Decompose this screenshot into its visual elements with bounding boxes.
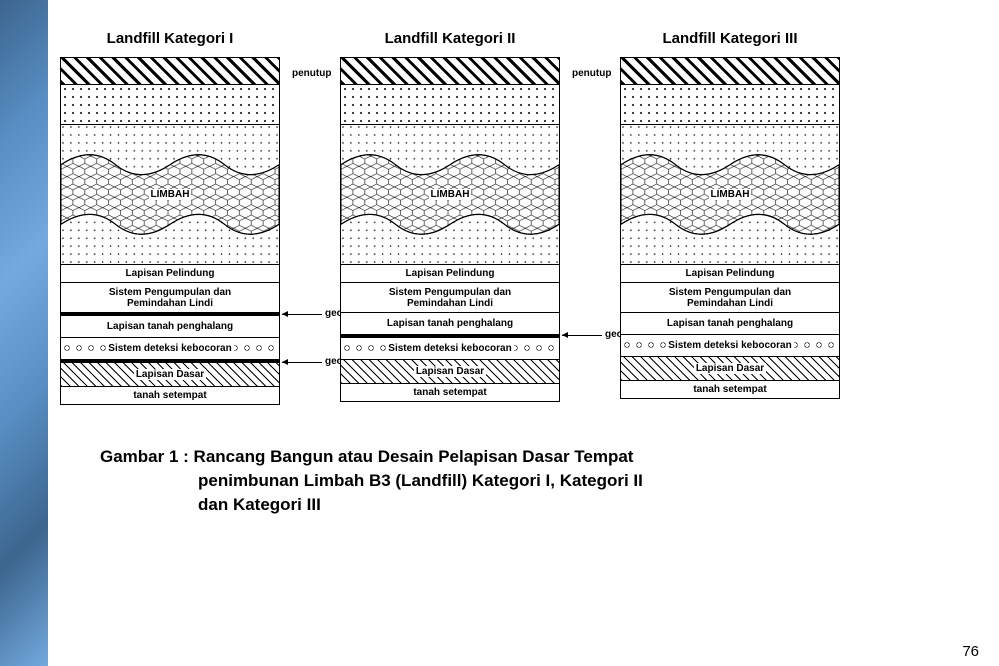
diagram-title-2: Landfill Kategori II: [385, 30, 516, 47]
layer-deteksi: Sistem deteksi kebocoran: [621, 334, 839, 356]
layer-dots-upper: [61, 84, 279, 124]
layer-limbah: LIMBAH: [341, 124, 559, 264]
layer-penutup: [621, 58, 839, 84]
landfill-stack-2: LIMBAH Lapisan Pelindung Sistem Pengumpu…: [340, 57, 560, 402]
limbah-label: LIMBAH: [709, 189, 752, 200]
side-decoration: [0, 0, 48, 666]
page-number: 76: [962, 643, 979, 660]
layer-limbah: LIMBAH: [61, 124, 279, 264]
diagram-col-3: Landfill Kategori III LIMBAH Lapisan Pel…: [620, 30, 840, 399]
annot-penutup-1: penutup: [292, 68, 331, 79]
landfill-stack-3: LIMBAH Lapisan Pelindung Sistem Pengumpu…: [620, 57, 840, 399]
diagram-title-3: Landfill Kategori III: [662, 30, 797, 47]
layer-penghalang: Lapisan tanah penghalang: [341, 312, 559, 334]
diagram-col-2: Landfill Kategori II LIMBAH Lapisan Peli…: [340, 30, 560, 402]
layer-penghalang: Lapisan tanah penghalang: [61, 315, 279, 337]
annot-penutup-2: penutup: [572, 68, 611, 79]
layer-pengumpulan: Sistem Pengumpulan dan Pemindahan Lindi: [341, 282, 559, 312]
caption-line2: penimbunan Limbah B3 (Landfill) Kategori…: [100, 469, 989, 493]
figure-caption: Gambar 1 : Rancang Bangun atau Desain Pe…: [100, 445, 989, 516]
layer-penutup: [61, 58, 279, 84]
layer-setempat: tanah setempat: [341, 383, 559, 401]
layer-dots-upper: [621, 84, 839, 124]
layer-pelindung: Lapisan Pelindung: [341, 264, 559, 282]
layer-dots-upper: [341, 84, 559, 124]
layer-pelindung: Lapisan Pelindung: [61, 264, 279, 282]
limbah-label: LIMBAH: [149, 189, 192, 200]
layer-deteksi: Sistem deteksi kebocoran: [61, 337, 279, 359]
landfill-stack-1: LIMBAH Lapisan Pelindung Sistem Pengumpu…: [60, 57, 280, 405]
layer-penutup: [341, 58, 559, 84]
layer-dasar: Lapisan Dasar: [621, 356, 839, 380]
layer-setempat: tanah setempat: [61, 386, 279, 404]
layer-dasar: Lapisan Dasar: [61, 362, 279, 386]
limbah-label: LIMBAH: [429, 189, 472, 200]
arrow-geo-single: [562, 335, 602, 336]
layer-dasar: Lapisan Dasar: [341, 359, 559, 383]
diagram-col-1: Landfill Kategori I: [60, 30, 280, 405]
caption-prefix: Gambar 1 :: [100, 447, 189, 466]
layer-pengumpulan: Sistem Pengumpulan dan Pemindahan Lindi: [61, 282, 279, 312]
arrow-geo1: [282, 314, 322, 315]
layer-penghalang: Lapisan tanah penghalang: [621, 312, 839, 334]
caption-line1: Rancang Bangun atau Desain Pelapisan Das…: [194, 447, 634, 466]
layer-pelindung: Lapisan Pelindung: [621, 264, 839, 282]
layer-setempat: tanah setempat: [621, 380, 839, 398]
layer-deteksi: Sistem deteksi kebocoran: [341, 337, 559, 359]
diagrams-row: Landfill Kategori I: [60, 30, 989, 405]
main-content: Landfill Kategori I: [60, 30, 989, 516]
caption-line3: dan Kategori III: [100, 493, 989, 517]
layer-limbah: LIMBAH: [621, 124, 839, 264]
arrow-geo2: [282, 362, 322, 363]
layer-pengumpulan: Sistem Pengumpulan dan Pemindahan Lindi: [621, 282, 839, 312]
diagram-title-1: Landfill Kategori I: [107, 30, 234, 47]
